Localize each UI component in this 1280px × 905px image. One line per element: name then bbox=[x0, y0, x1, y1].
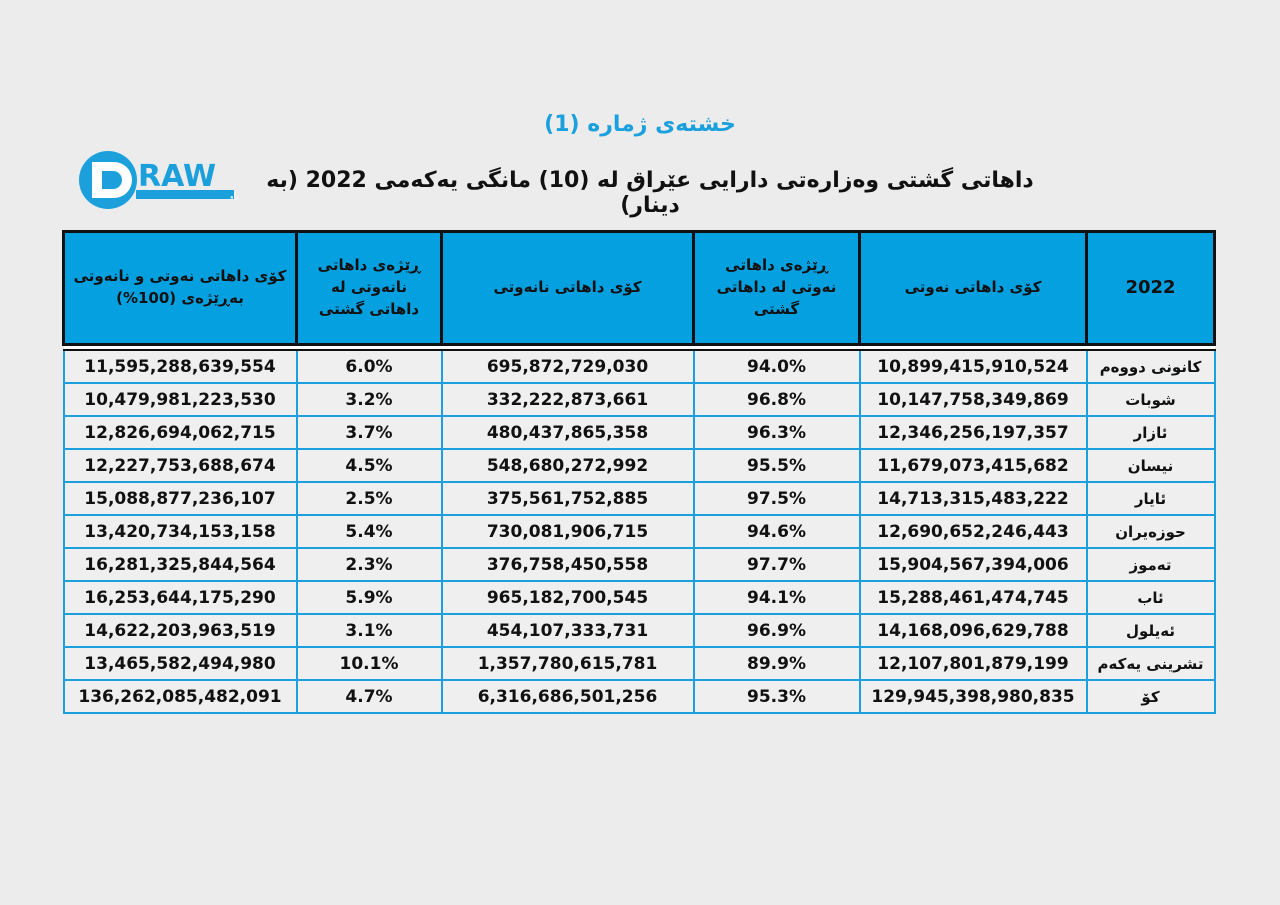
cell-non-oil-ratio: 3.2% bbox=[295, 382, 443, 417]
cell-oil-ratio: 97.5% bbox=[692, 481, 861, 516]
table-row: ئایار 14,713,315,483,222 97.5% 375,561,752,… bbox=[62, 481, 1216, 516]
cell-non-oil-revenue: 454,107,333,731 bbox=[440, 613, 695, 648]
cell-oil-ratio: 96.9% bbox=[692, 613, 861, 648]
draw-logo-icon: RAW دامەزراوەی میدیایی دراو bbox=[79, 151, 301, 209]
cell-oil-ratio: 95.3% bbox=[692, 679, 861, 714]
table-row: حوزەیران 12,690,652,246,443 94.6% 730,081,9… bbox=[62, 514, 1216, 549]
document-title: داهاتی گشتی وەزارەتی دارایی عێراق لە (10… bbox=[266, 168, 1034, 218]
table-row: کانونی دووەم 10,899,415,910,524 94.0% 695,8… bbox=[62, 349, 1216, 384]
table-row: شوبات 10,147,758,349,869 96.8% 332,222,873,… bbox=[62, 382, 1216, 417]
cell-month: حوزەیران bbox=[1085, 514, 1216, 549]
cell-oil-ratio: 96.8% bbox=[692, 382, 861, 417]
cell-total-revenue: 136,262,085,482,091 bbox=[62, 679, 298, 714]
cell-non-oil-ratio: 4.5% bbox=[295, 448, 443, 483]
cell-total-revenue: 11,595,288,639,554 bbox=[62, 349, 298, 384]
header-non-oil-ratio: ڕێژەی داهاتی نانەوتی لە داهاتی گشتی bbox=[295, 230, 443, 346]
cell-non-oil-revenue: 332,222,873,661 bbox=[440, 382, 695, 417]
cell-total-revenue: 13,465,582,494,980 bbox=[62, 646, 298, 681]
cell-non-oil-ratio: 3.7% bbox=[295, 415, 443, 450]
cell-oil-revenue: 12,690,652,246,443 bbox=[858, 514, 1088, 549]
cell-oil-revenue: 15,904,567,394,006 bbox=[858, 547, 1088, 582]
cell-total-revenue: 10,479,981,223,530 bbox=[62, 382, 298, 417]
cell-oil-revenue: 12,346,256,197,357 bbox=[858, 415, 1088, 450]
header-row: 2022 کۆی داهاتی نەوتی ڕێژەی داهاتی نەوتی… bbox=[62, 230, 1216, 346]
cell-month: ئایار bbox=[1085, 481, 1216, 516]
cell-total-revenue: 14,622,203,963,519 bbox=[62, 613, 298, 648]
cell-oil-ratio: 97.7% bbox=[692, 547, 861, 582]
cell-non-oil-revenue: 548,680,272,992 bbox=[440, 448, 695, 483]
header-year: 2022 bbox=[1085, 230, 1216, 346]
cell-oil-revenue: 14,168,096,629,788 bbox=[858, 613, 1088, 648]
total-row: کۆ 129,945,398,980,835 95.3% 6,316,686,501,… bbox=[62, 679, 1216, 714]
cell-month: کانونی دووەم bbox=[1085, 349, 1216, 384]
cell-non-oil-revenue: 730,081,906,715 bbox=[440, 514, 695, 549]
cell-non-oil-ratio: 5.4% bbox=[295, 514, 443, 549]
cell-month: کۆ bbox=[1085, 679, 1216, 714]
cell-total-revenue: 12,826,694,062,715 bbox=[62, 415, 298, 450]
cell-month: نیسان bbox=[1085, 448, 1216, 483]
table-row: ئاب 15,288,461,474,745 94.1% 965,182,700,54… bbox=[62, 580, 1216, 615]
cell-oil-ratio: 94.0% bbox=[692, 349, 861, 384]
header-non-oil-revenue: کۆی داهاتی نانەوتی bbox=[440, 230, 695, 346]
cell-oil-revenue: 10,147,758,349,869 bbox=[858, 382, 1088, 417]
cell-oil-revenue: 11,679,073,415,682 bbox=[858, 448, 1088, 483]
cell-oil-ratio: 89.9% bbox=[692, 646, 861, 681]
cell-non-oil-ratio: 3.1% bbox=[295, 613, 443, 648]
cell-total-revenue: 15,088,877,236,107 bbox=[62, 481, 298, 516]
table-number-title: خشتەی ژمارە (1) bbox=[544, 112, 736, 137]
table-row: تەموز 15,904,567,394,006 97.7% 376,758,450,… bbox=[62, 547, 1216, 582]
cell-oil-ratio: 94.1% bbox=[692, 580, 861, 615]
revenue-table: 2022 کۆی داهاتی نەوتی ڕێژەی داهاتی نەوتی… bbox=[62, 230, 1216, 714]
cell-non-oil-revenue: 375,561,752,885 bbox=[440, 481, 695, 516]
table-row: ئازار 12,346,256,197,357 96.3% 480,437,865,… bbox=[62, 415, 1216, 450]
cell-oil-ratio: 95.5% bbox=[692, 448, 861, 483]
header-oil-revenue: کۆی داهاتی نەوتی bbox=[858, 230, 1088, 346]
cell-non-oil-ratio: 4.7% bbox=[295, 679, 443, 714]
cell-non-oil-revenue: 1,357,780,615,781 bbox=[440, 646, 695, 681]
cell-non-oil-ratio: 2.5% bbox=[295, 481, 443, 516]
cell-non-oil-ratio: 2.3% bbox=[295, 547, 443, 582]
cell-oil-revenue: 14,713,315,483,222 bbox=[858, 481, 1088, 516]
cell-non-oil-revenue: 480,437,865,358 bbox=[440, 415, 695, 450]
cell-month: تەموز bbox=[1085, 547, 1216, 582]
cell-total-revenue: 16,281,325,844,564 bbox=[62, 547, 298, 582]
table-row: نیسان 11,679,073,415,682 95.5% 548,680,272,… bbox=[62, 448, 1216, 483]
svg-text:RAW: RAW bbox=[138, 159, 216, 194]
cell-non-oil-revenue: 695,872,729,030 bbox=[440, 349, 695, 384]
cell-oil-revenue: 12,107,801,879,199 bbox=[858, 646, 1088, 681]
cell-non-oil-revenue: 6,316,686,501,256 bbox=[440, 679, 695, 714]
cell-total-revenue: 12,227,753,688,674 bbox=[62, 448, 298, 483]
table-row: ئەیلول 14,168,096,629,788 96.9% 454,107,333… bbox=[62, 613, 1216, 648]
cell-oil-revenue: 15,288,461,474,745 bbox=[858, 580, 1088, 615]
cell-month: ئازار bbox=[1085, 415, 1216, 450]
cell-month: ئەیلول bbox=[1085, 613, 1216, 648]
cell-non-oil-ratio: 5.9% bbox=[295, 580, 443, 615]
cell-oil-revenue: 10,899,415,910,524 bbox=[858, 349, 1088, 384]
cell-non-oil-ratio: 10.1% bbox=[295, 646, 443, 681]
table-row: تشرینی یەکەم 12,107,801,879,199 89.9% 1,357… bbox=[62, 646, 1216, 681]
cell-total-revenue: 13,420,734,153,158 bbox=[62, 514, 298, 549]
cell-non-oil-revenue: 965,182,700,545 bbox=[440, 580, 695, 615]
cell-month: تشرینی یەکەم bbox=[1085, 646, 1216, 681]
cell-oil-ratio: 96.3% bbox=[692, 415, 861, 450]
draw-logo: RAW دامەزراوەی میدیایی دراو bbox=[78, 148, 301, 212]
svg-text:دامەزراوەی میدیایی دراو: دامەزراوەی میدیایی دراو bbox=[229, 192, 238, 200]
cell-non-oil-ratio: 6.0% bbox=[295, 349, 443, 384]
header-oil-ratio: ڕێژەی داهاتی نەوتی لە داهاتی گشتی bbox=[692, 230, 861, 346]
cell-oil-ratio: 94.6% bbox=[692, 514, 861, 549]
header-total-revenue: کۆی داهاتی نەوتی و نانەوتی بەڕێژەی (100%… bbox=[62, 230, 298, 346]
cell-oil-revenue: 129,945,398,980,835 bbox=[858, 679, 1088, 714]
cell-total-revenue: 16,253,644,175,290 bbox=[62, 580, 298, 615]
cell-month: ئاب bbox=[1085, 580, 1216, 615]
cell-month: شوبات bbox=[1085, 382, 1216, 417]
cell-non-oil-revenue: 376,758,450,558 bbox=[440, 547, 695, 582]
